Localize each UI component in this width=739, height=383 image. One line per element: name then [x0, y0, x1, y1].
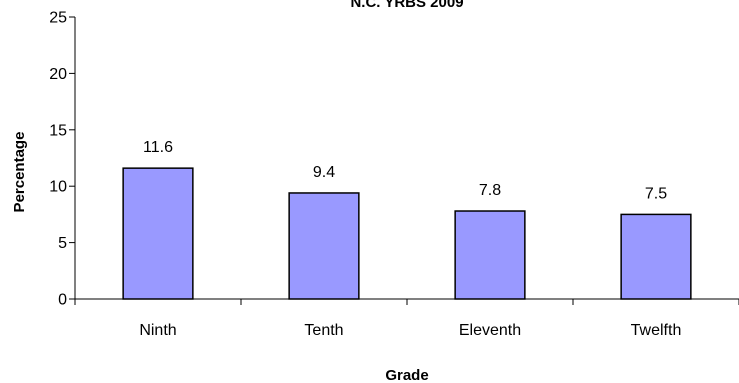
chart-title: N.C. YRBS 2009 — [350, 0, 463, 11]
y-axis: 0 5 10 15 20 25 — [49, 10, 76, 309]
y-tick-label: 15 — [49, 122, 67, 139]
x-tick-label-tenth: Tenth — [304, 322, 343, 339]
y-tick-label: 5 — [58, 235, 67, 252]
bar-tenth — [288, 192, 360, 300]
x-axis: Ninth Tenth Eleventh Twelfth — [74, 298, 739, 339]
x-tick-label-twelfth: Twelfth — [631, 322, 682, 339]
y-tick-label: 20 — [49, 66, 67, 83]
bars-group — [122, 167, 692, 300]
bar-eleventh — [454, 210, 526, 300]
bar-ninth — [122, 167, 194, 300]
x-tick-label-eleventh: Eleventh — [459, 322, 521, 339]
x-axis-title: Grade — [385, 367, 428, 383]
bar-twelfth — [620, 213, 692, 300]
data-label-eleventh: 7.8 — [479, 182, 501, 199]
y-tick-label: 25 — [49, 10, 67, 27]
data-labels-group: 11.6 9.4 7.8 7.5 — [143, 139, 667, 202]
x-tick-label-ninth: Ninth — [139, 322, 176, 339]
y-axis-title: Percentage — [11, 132, 28, 213]
data-label-tenth: 9.4 — [313, 164, 335, 181]
data-label-twelfth: 7.5 — [645, 185, 667, 202]
y-tick-label: 0 — [58, 292, 67, 309]
data-label-ninth: 11.6 — [143, 139, 173, 156]
y-tick-label: 10 — [49, 179, 67, 196]
